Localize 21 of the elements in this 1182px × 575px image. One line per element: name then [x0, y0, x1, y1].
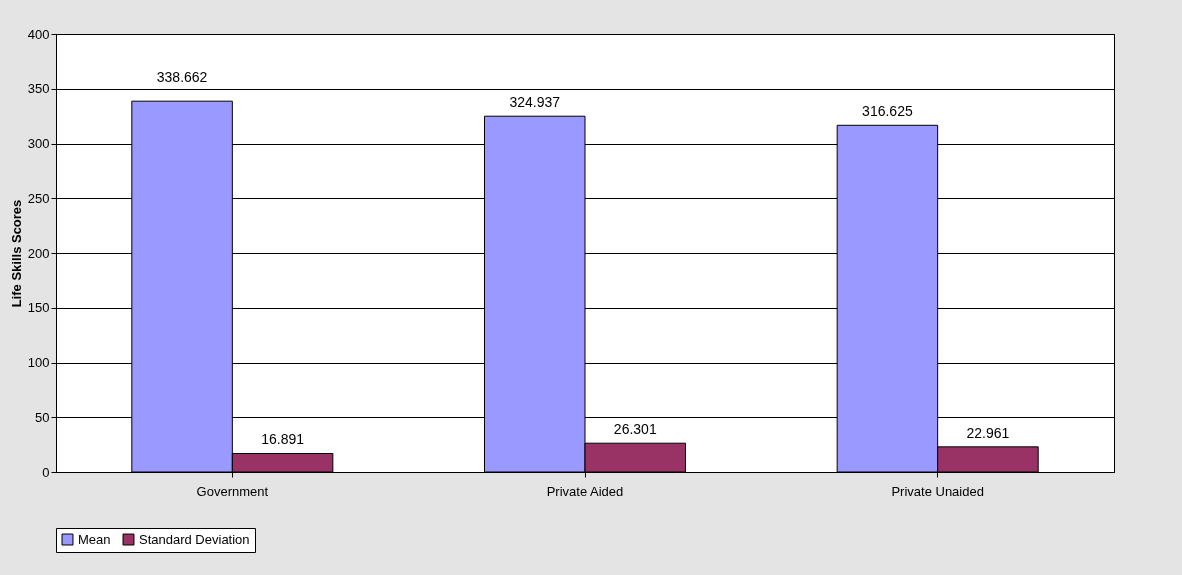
y-tick-label: 50: [35, 409, 50, 425]
y-tick-label: 0: [42, 464, 50, 480]
data-label: 26.301: [613, 421, 657, 438]
data-label: 22.961: [966, 424, 1010, 441]
y-axis-title: Life Skills Scores: [8, 199, 24, 308]
y-tick-label: 150: [27, 300, 50, 316]
data-label: 16.891: [261, 431, 305, 448]
x-tick-label: Private Unaided: [891, 483, 984, 499]
legend-label: Mean: [78, 531, 111, 547]
y-tick-label: 350: [27, 81, 50, 97]
y-tick-label: 300: [27, 136, 50, 151]
data-label: 316.625: [862, 103, 913, 120]
x-tick-label: Private Aided: [546, 483, 624, 499]
y-tick-label: 250: [27, 190, 50, 206]
data-label: 338.662: [156, 68, 208, 85]
x-tick-label: Government: [196, 483, 269, 499]
data-label: 324.937: [509, 94, 561, 111]
legend-label: Standard Deviation: [139, 531, 250, 547]
y-tick-label: 100: [27, 355, 50, 370]
y-tick-label: 200: [27, 245, 50, 261]
y-tick-label: 400: [27, 26, 50, 42]
